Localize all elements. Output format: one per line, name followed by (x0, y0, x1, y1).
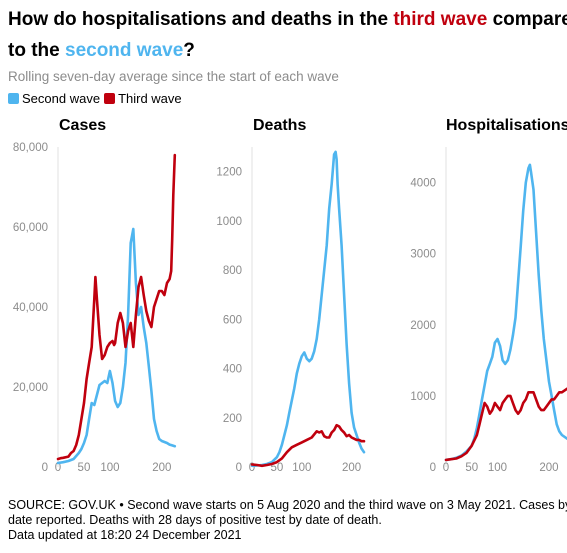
deaths-y-tick-label: 400 (223, 364, 242, 376)
chart-subtitle: Rolling seven-day average since the star… (8, 69, 339, 84)
panel-title-cases: Cases (59, 117, 107, 134)
deaths-y-tick-label: 600 (223, 314, 242, 326)
cases-y-tick-label: 60,000 (13, 222, 48, 234)
hospitalisations-y-tick-label: 4000 (410, 178, 436, 190)
deaths-x-tick-label: 0 (249, 462, 255, 474)
footer-updated: Data updated at 18:20 24 December 2021 (8, 528, 242, 542)
legend-label-third-wave: Third wave (118, 91, 182, 106)
deaths-y-tick-label: 1000 (216, 216, 242, 228)
deaths-x-tick-label: 200 (342, 462, 361, 474)
hospitalisations-y-tick-label: 2000 (410, 320, 436, 332)
cases-x-tick-label: 0 (55, 462, 61, 474)
cases-x-tick-label: 100 (100, 462, 119, 474)
deaths-y-tick-label: 0 (236, 462, 242, 474)
footer-source: SOURCE: GOV.UK • Second wave starts on 5… (8, 498, 567, 512)
cases-second-wave-line (56, 227, 177, 465)
legend-label-second-wave: Second wave (22, 91, 101, 106)
legend-swatch-second-wave (8, 93, 19, 104)
panel-title-hospitalisations: Hospitalisations (446, 117, 567, 134)
hospitalisations-y-tick-label: 1000 (410, 391, 436, 403)
deaths-x-tick-label: 100 (292, 462, 311, 474)
cases-y-tick-label: 0 (42, 462, 48, 474)
hospitalisations-x-tick-label: 0 (443, 462, 449, 474)
legend-swatch-third-wave (104, 93, 116, 104)
deaths-y-tick-label: 1200 (216, 167, 242, 179)
hospitalisations-x-tick-label: 100 (488, 462, 507, 474)
deaths-y-tick-label: 200 (223, 413, 242, 425)
legend-item-third-wave: Third wave (104, 91, 182, 106)
panel-title-deaths: Deaths (253, 117, 307, 134)
title-third-wave: third wave (393, 9, 488, 30)
footer: SOURCE: GOV.UK • Second wave starts on 5… (8, 498, 567, 543)
hospitalisations-x-tick-label: 200 (539, 462, 558, 474)
legend: Second wave Third wave (8, 91, 186, 106)
deaths-y-tick-label: 800 (223, 265, 242, 277)
deaths-third-wave-line (250, 423, 366, 468)
hospitalisations-y-tick-label: 0 (430, 462, 436, 474)
deaths-x-tick-label: 50 (270, 462, 283, 474)
cases-x-tick-label: 200 (152, 462, 171, 474)
hospitalisations-third-wave-line (444, 387, 567, 462)
cases-x-tick-label: 50 (78, 462, 91, 474)
chart-title: How do hospitalisations and deaths in th… (8, 9, 567, 61)
cases-y-tick-label: 80,000 (13, 142, 48, 154)
footer-note: date reported. Deaths with 28 days of po… (8, 513, 382, 527)
title-second-wave: second wave (65, 40, 184, 61)
deaths-second-wave-line (250, 150, 366, 468)
cases-third-wave-line (56, 153, 177, 461)
legend-item-second-wave: Second wave (8, 91, 100, 106)
cases-y-tick-label: 40,000 (13, 302, 48, 314)
hospitalisations-y-tick-label: 3000 (410, 249, 436, 261)
cases-y-tick-label: 20,000 (13, 382, 48, 394)
hospitalisations-x-tick-label: 50 (465, 462, 478, 474)
hospitalisations-second-wave-line (444, 163, 567, 462)
